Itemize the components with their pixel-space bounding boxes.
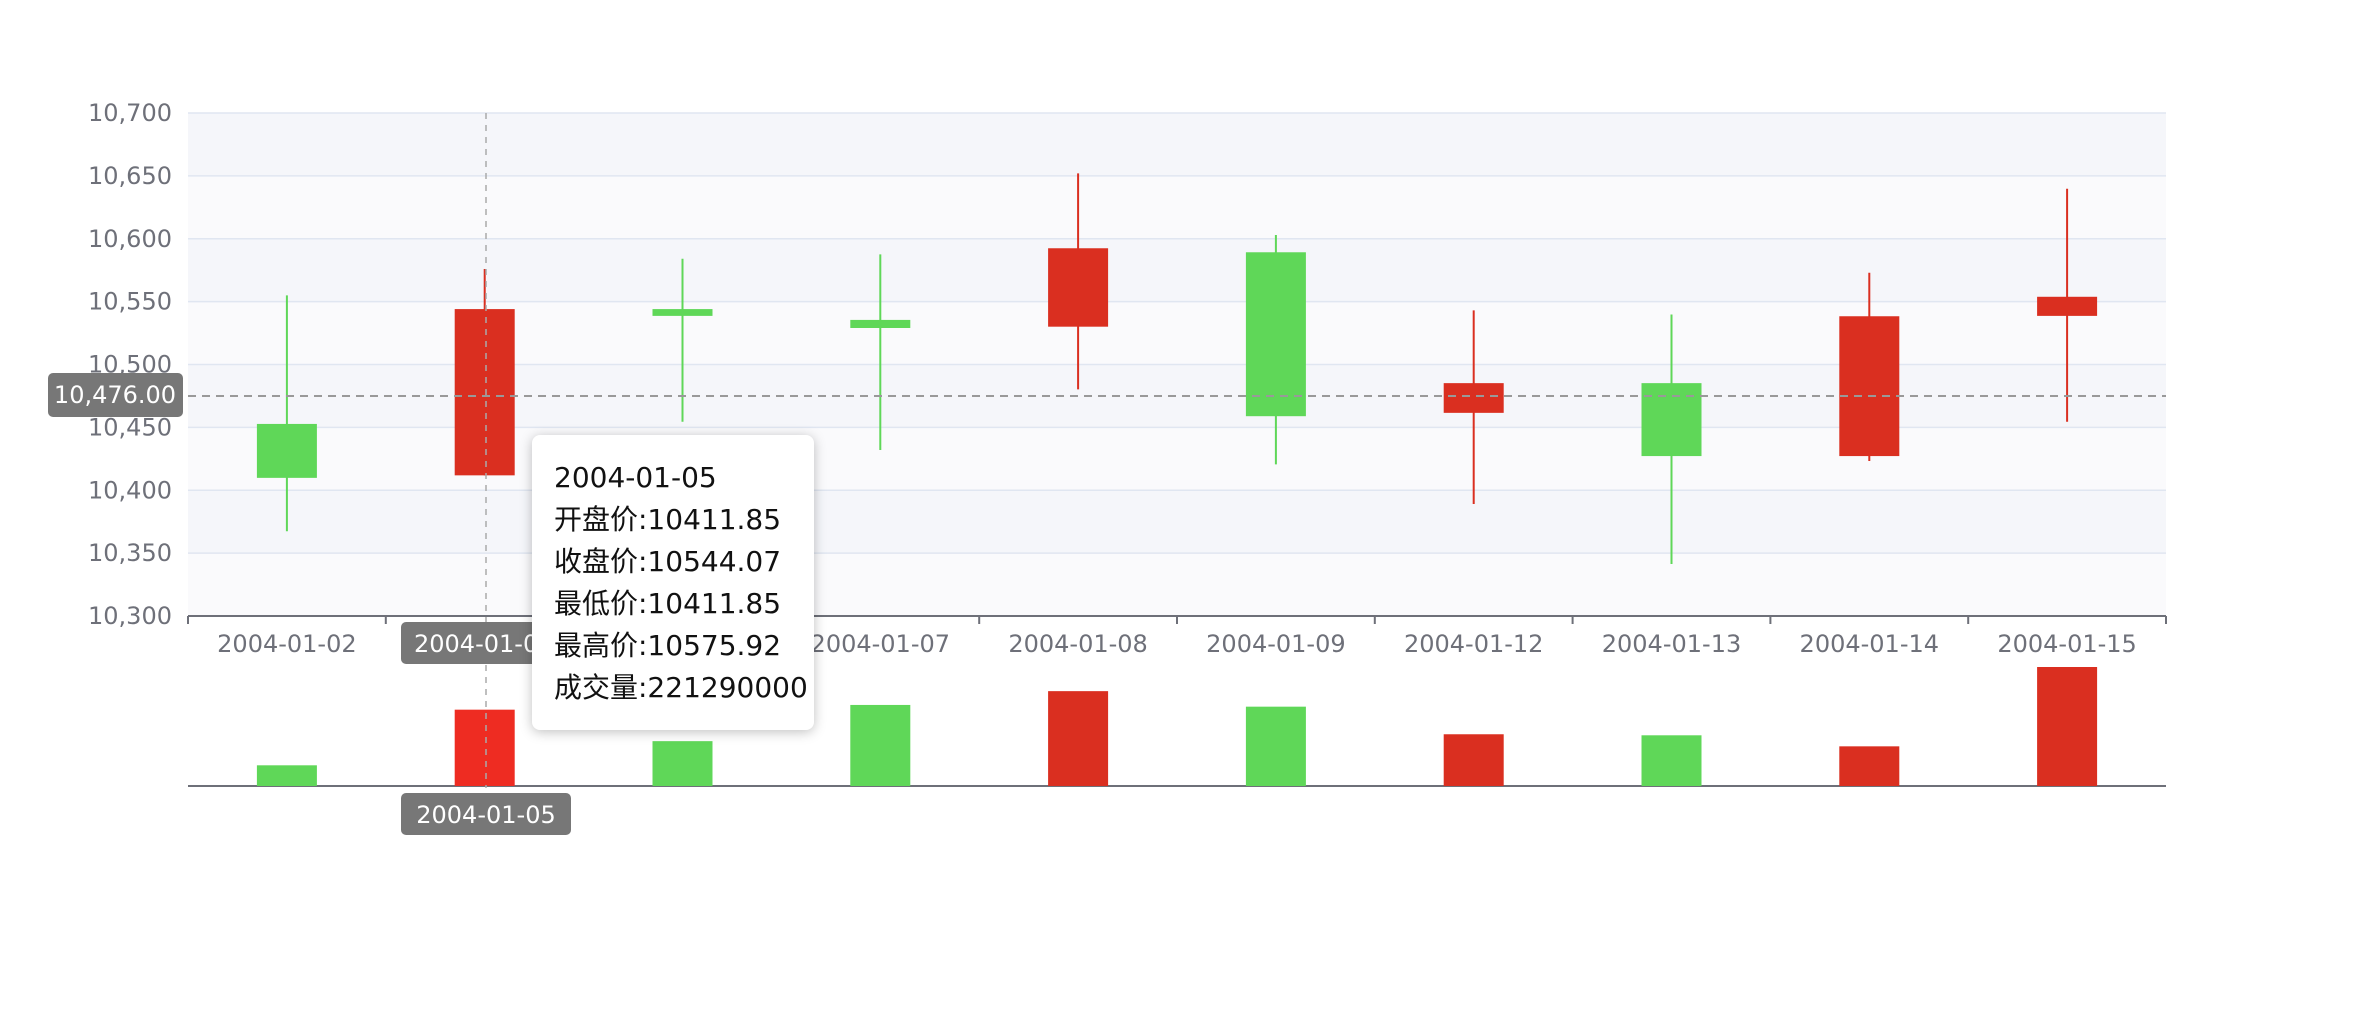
x-pointer-label-top: 2004-01-0	[414, 630, 538, 658]
grid-band	[188, 490, 2166, 554]
grid-bands	[188, 112, 2166, 617]
x-pointer-label-top-bg	[401, 622, 571, 664]
candle-body	[454, 309, 515, 476]
grid-band	[188, 113, 2166, 176]
candle-body	[652, 309, 713, 316]
volume-bar	[2037, 667, 2098, 786]
x-tick-label: 2004-01-02	[217, 630, 356, 658]
candle-body	[2037, 296, 2098, 316]
y-tick-label: 10,350	[88, 539, 172, 567]
volume-bar	[256, 765, 317, 786]
tooltip-open: 开盘价:10411.85	[554, 503, 782, 536]
candle-body	[256, 423, 317, 478]
tooltip-date: 2004-01-05	[554, 461, 717, 494]
y-tick-label: 10,400	[88, 476, 172, 504]
volume-bars[interactable]	[188, 667, 2166, 787]
grid-band	[188, 238, 2166, 302]
volume-bar	[652, 741, 713, 786]
volume-bar	[1443, 734, 1504, 786]
candles[interactable]	[256, 173, 2098, 564]
y-tick-label: 10,700	[88, 99, 172, 127]
x-pointer-label-bottom: 2004-01-05	[416, 801, 555, 829]
volume-bar	[1048, 691, 1109, 786]
x-tick-label: 2004-01-12	[1404, 630, 1543, 658]
tooltip: 2004-01-05 开盘价:10411.85 收盘价:10544.07 最低价…	[532, 435, 814, 730]
y-tick-label: 10,600	[88, 225, 172, 253]
volume-bar	[850, 704, 911, 786]
y-pointer-label: 10,476.00	[54, 381, 176, 409]
tooltip-low: 最低价:10411.85	[554, 587, 782, 620]
candle-body	[1048, 248, 1109, 327]
candle-body	[850, 319, 911, 328]
y-tick-label: 10,450	[88, 413, 172, 441]
tooltip-high: 最高价:10575.92	[554, 629, 782, 662]
volume-bar	[1245, 706, 1306, 786]
y-axis: 10,30010,35010,40010,45010,50010,55010,6…	[88, 99, 172, 630]
candle-body	[1443, 383, 1504, 413]
x-tick-label: 2004-01-09	[1206, 630, 1345, 658]
y-tick-label: 10,300	[88, 602, 172, 630]
candle-body	[1839, 316, 1900, 457]
x-axis: 2004-01-022004-01-062004-01-072004-01-08…	[187, 615, 2167, 658]
y-tick-label: 10,550	[88, 288, 172, 316]
volume-bar	[454, 709, 515, 786]
tooltip-volume: 成交量:221290000	[554, 671, 808, 704]
x-tick-label: 2004-01-07	[811, 630, 950, 658]
grid-band	[188, 427, 2166, 491]
grid-band	[188, 553, 2166, 616]
x-pointer-label-bottom-bg	[401, 793, 571, 835]
y-tick-label: 10,650	[88, 162, 172, 190]
grid-band	[188, 301, 2166, 365]
x-tick-label: 2004-01-15	[1997, 630, 2136, 658]
candle-body	[1245, 252, 1306, 417]
volume-bar	[1839, 746, 1900, 786]
tooltip-close: 收盘价:10544.07	[554, 545, 782, 578]
x-tick-label: 2004-01-08	[1008, 630, 1147, 658]
axis-pointer: 10,476.00 2004-01-0 2004-01-05	[48, 113, 2166, 835]
x-tick-label: 2004-01-14	[1800, 630, 1939, 658]
candle-body	[1641, 383, 1702, 457]
y-pointer-label-bg	[48, 373, 183, 417]
volume-bar	[1641, 735, 1702, 786]
x-tick-label: 2004-01-13	[1602, 630, 1741, 658]
grid-band	[188, 175, 2166, 239]
